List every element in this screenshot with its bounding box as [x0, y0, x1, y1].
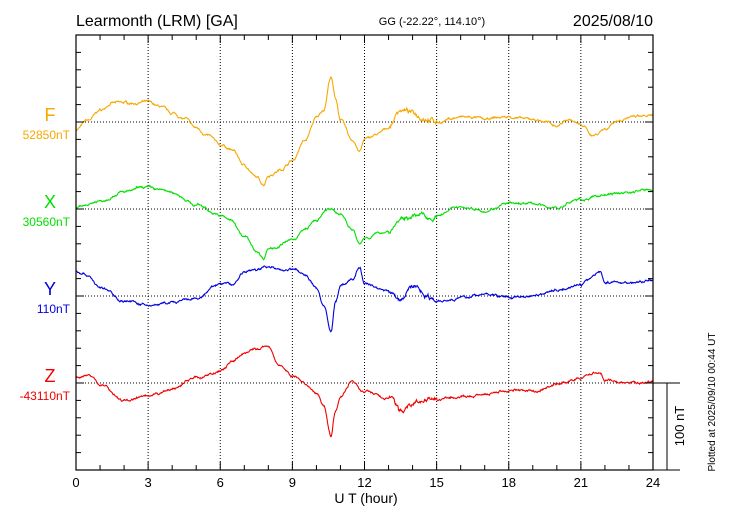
x-tick-label: 21 — [574, 475, 588, 490]
series-name-y: Y — [44, 279, 56, 299]
series-lines — [75, 76, 654, 438]
series-name-x: X — [44, 192, 56, 212]
series-line-f — [75, 76, 653, 187]
x-tick-label: 0 — [72, 475, 79, 490]
series-labels: F 52850nT X 30560nT Y 110nT Z -43110nT — [20, 105, 71, 403]
x-tick-label: 6 — [217, 475, 224, 490]
series-baseline-x: 30560nT — [23, 215, 71, 229]
x-tick-label: 12 — [357, 475, 371, 490]
series-name-z: Z — [45, 366, 56, 386]
x-tick-label: 9 — [289, 475, 296, 490]
x-tick-label: 3 — [145, 475, 152, 490]
series-baseline-f: 52850nT — [23, 128, 71, 142]
series-line-z — [75, 345, 654, 438]
x-axis-label: U T (hour) — [334, 490, 397, 506]
series-baseline-z: -43110nT — [20, 389, 71, 403]
axis-ticks: 0 3 6 9 12 15 18 21 24 — [72, 34, 660, 490]
station-title: Learmonth (LRM) [GA] — [76, 13, 238, 30]
x-tick-label: 18 — [502, 475, 516, 490]
series-baseline-y: 110nT — [37, 302, 71, 316]
scale-bar-label: 100 nT — [672, 406, 687, 447]
scale-bar: 100 nT — [653, 382, 687, 471]
grid — [76, 35, 653, 470]
x-tick-label: 15 — [429, 475, 443, 490]
plotted-timestamp: Plotted at 2025/09/10 00:44 UT — [707, 333, 718, 472]
series-line-x — [75, 184, 653, 261]
date-label: 2025/08/10 — [573, 13, 653, 30]
x-tick-label: 24 — [646, 475, 660, 490]
series-line-y — [75, 265, 654, 333]
series-name-f: F — [45, 105, 56, 125]
coordinates-label: GG (-22.22°, 114.10°) — [379, 16, 485, 28]
